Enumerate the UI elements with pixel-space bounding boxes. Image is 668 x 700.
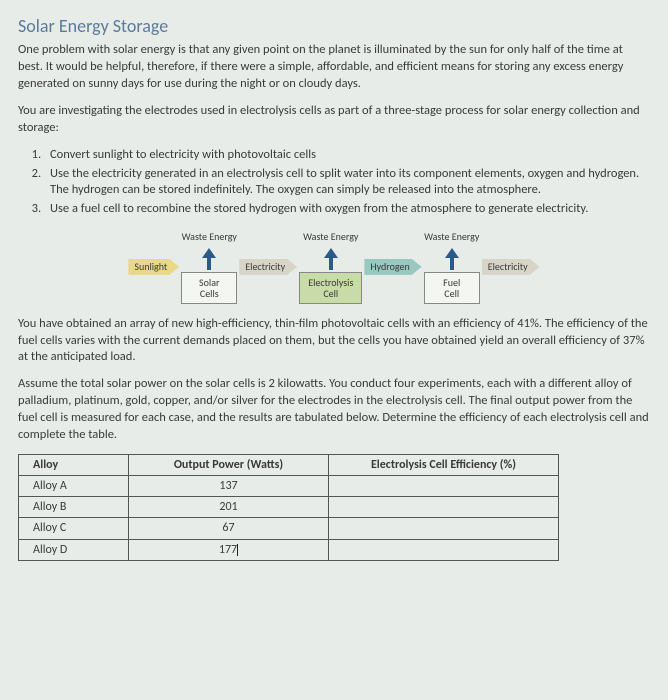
- electrolysis-box: ElectrolysisCell: [299, 272, 362, 304]
- process-flow-diagram: Sunlight Waste Energy SolarCells Electri…: [18, 230, 650, 304]
- cell-power: 137: [129, 475, 329, 496]
- cell-power: 177: [129, 539, 329, 560]
- step-item: Convert sunlight to electricity with pho…: [44, 147, 650, 164]
- table-row: Alloy C 67: [19, 518, 559, 539]
- up-arrow-icon: [202, 248, 216, 270]
- solar-cells-box: SolarCells: [181, 272, 237, 304]
- up-arrow-icon: [445, 248, 459, 270]
- intro-paragraph: One problem with solar energy is that an…: [18, 42, 650, 93]
- instructions-paragraph: Assume the total solar power on the sola…: [18, 376, 650, 444]
- step-item: Use the electricity generated in an elec…: [44, 166, 650, 200]
- lead-paragraph: You are investigating the electrodes use…: [18, 103, 650, 137]
- cell-efficiency[interactable]: [329, 539, 559, 560]
- page-title: Solar Energy Storage: [18, 14, 650, 38]
- electricity-out-arrow: Electricity: [482, 259, 540, 275]
- table-header-row: Alloy Output Power (Watts) Electrolysis …: [19, 454, 559, 475]
- electricity-arrow: Electricity: [239, 259, 297, 275]
- cell-efficiency[interactable]: [329, 475, 559, 496]
- step-item: Use a fuel cell to recombine the stored …: [44, 201, 650, 218]
- table-row: Alloy B 201: [19, 497, 559, 518]
- cell-alloy: Alloy A: [19, 475, 129, 496]
- header-efficiency: Electrolysis Cell Efficiency (%): [329, 454, 559, 475]
- header-power: Output Power (Watts): [129, 454, 329, 475]
- cell-alloy: Alloy C: [19, 518, 129, 539]
- cell-efficiency[interactable]: [329, 497, 559, 518]
- cell-power: 67: [129, 518, 329, 539]
- waste-label: Waste Energy: [424, 230, 479, 244]
- text-cursor: [237, 544, 238, 556]
- cell-efficiency[interactable]: [329, 518, 559, 539]
- waste-label: Waste Energy: [182, 230, 237, 244]
- cell-power: 201: [129, 497, 329, 518]
- up-arrow-icon: [324, 248, 338, 270]
- header-alloy: Alloy: [19, 454, 129, 475]
- fuel-cell-box: FuelCell: [424, 272, 480, 304]
- cell-alloy: Alloy D: [19, 539, 129, 560]
- steps-list: Convert sunlight to electricity with pho…: [44, 147, 650, 219]
- cell-alloy: Alloy B: [19, 497, 129, 518]
- sunlight-arrow: Sunlight: [128, 259, 179, 275]
- table-row: Alloy A 137: [19, 475, 559, 496]
- efficiency-paragraph: You have obtained an array of new high-e…: [18, 316, 650, 367]
- table-row: Alloy D 177: [19, 539, 559, 560]
- hydrogen-arrow: Hydrogen: [364, 259, 421, 275]
- waste-label: Waste Energy: [303, 230, 358, 244]
- results-table: Alloy Output Power (Watts) Electrolysis …: [18, 454, 559, 561]
